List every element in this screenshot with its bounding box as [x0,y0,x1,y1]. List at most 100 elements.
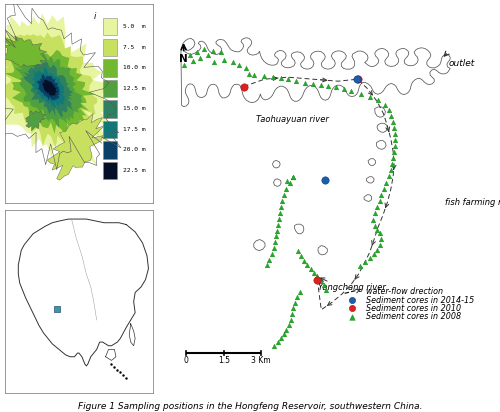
Point [289,174,297,180]
Text: 7.5  m: 7.5 m [124,44,146,50]
Point [388,112,396,119]
Point [274,215,282,222]
Text: Figure 1 Sampling positions in the Hongfeng Reservoir, southwestern China.: Figure 1 Sampling positions in the Hongf… [78,402,422,411]
Point [378,192,386,199]
Text: Taohuayuan river: Taohuayuan river [256,115,329,124]
Point [266,256,274,263]
Text: 0: 0 [184,356,188,365]
Point [289,174,297,180]
Point [204,52,212,59]
Point [360,259,368,266]
Point [293,294,301,301]
Point [270,245,278,252]
Polygon shape [26,111,46,131]
Text: fish farming region: fish farming region [445,198,500,207]
Point [242,65,250,71]
Text: 10.0 m: 10.0 m [124,65,146,70]
Point [316,277,324,284]
Text: 15.0 m: 15.0 m [124,106,146,111]
Polygon shape [32,68,66,110]
Point [53,306,61,312]
Point [276,204,284,211]
Point [348,87,356,94]
Point [366,94,374,100]
Point [280,192,288,198]
Point [250,72,258,78]
Point [374,97,382,103]
Point [289,305,297,311]
Polygon shape [24,59,73,117]
Point [270,343,278,350]
Polygon shape [181,38,450,107]
Point [260,73,268,79]
Text: 22.5 m: 22.5 m [124,168,146,173]
Point [288,311,296,317]
Point [286,180,294,186]
Point [318,81,326,88]
Point [320,282,328,288]
Point [283,178,291,185]
Bar [102,80,118,97]
Point [378,236,386,242]
Point [278,198,286,204]
Point [374,246,382,253]
Point [390,149,398,155]
Point [370,250,378,257]
Text: 20.0 m: 20.0 m [124,147,146,152]
Point [322,286,330,293]
Point [366,255,374,262]
Point [340,85,348,92]
Point [208,48,216,54]
Point [274,222,282,228]
Text: i: i [94,12,96,21]
Point [380,101,388,108]
Point [220,57,228,63]
Point [269,74,277,80]
Text: water-flow drection: water-flow drection [366,287,444,296]
Point [300,79,308,86]
Point [273,227,281,234]
Point [246,70,254,77]
Point [193,49,201,55]
Point [306,266,314,272]
Point [282,326,290,333]
Bar [102,100,118,117]
Point [271,239,279,246]
Point [354,75,362,82]
Polygon shape [0,33,99,149]
Bar [102,121,118,138]
Polygon shape [37,74,60,101]
Point [332,84,340,91]
Point [322,177,330,183]
Point [389,155,397,162]
Point [217,49,225,56]
Bar [102,141,118,159]
Text: 17.5 m: 17.5 m [124,127,146,132]
Point [348,314,356,320]
Point [348,305,356,311]
Point [376,229,384,236]
Polygon shape [2,36,47,68]
Point [389,119,397,125]
Point [382,180,390,186]
Point [296,252,304,259]
Text: 1.5: 1.5 [218,356,230,365]
Point [284,76,292,82]
Point [236,62,244,68]
Text: 3 Km: 3 Km [252,356,271,365]
Point [376,241,384,248]
Polygon shape [15,47,82,129]
Text: outlet: outlet [449,59,475,68]
Point [200,46,208,52]
Point [303,262,311,268]
Point [188,58,196,64]
Bar [102,162,118,179]
Point [186,52,194,59]
Point [372,210,380,217]
Text: 5.0  m: 5.0 m [124,24,146,29]
Text: N: N [179,54,188,64]
Text: Sediment cores in 2008: Sediment cores in 2008 [366,312,462,321]
Point [277,75,285,81]
Point [240,83,248,90]
Point [268,250,276,257]
